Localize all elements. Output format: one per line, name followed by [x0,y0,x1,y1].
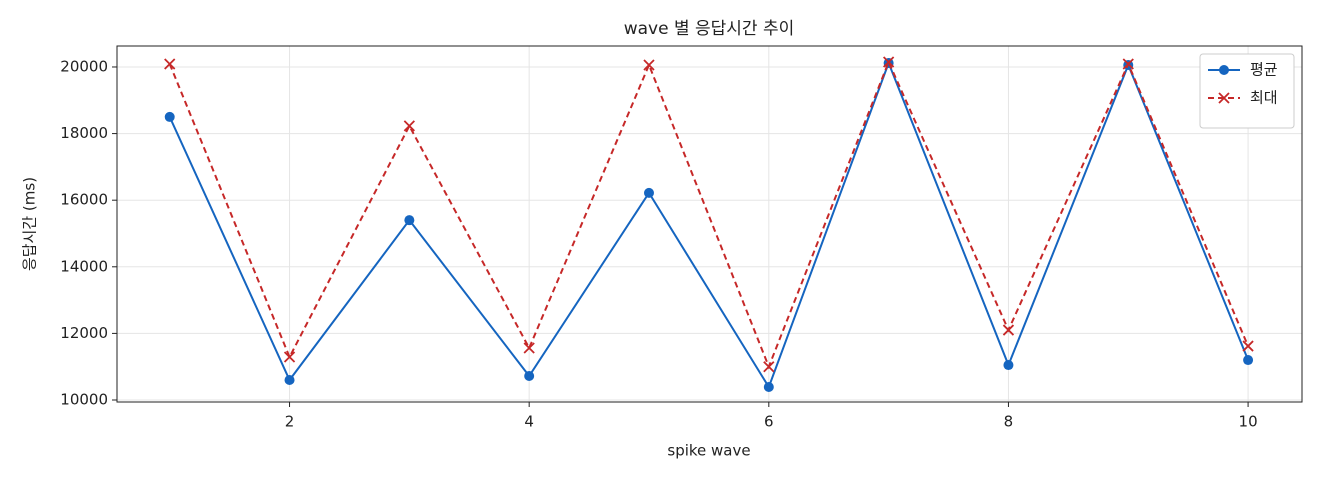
marker [1122,58,1134,70]
marker [763,382,774,393]
marker [524,371,535,382]
marker [1243,355,1254,366]
marker [1242,340,1254,352]
y-tick-label: 18000 [60,124,108,142]
marker [882,56,895,68]
marker [164,111,175,122]
marker [763,361,775,373]
legend-box [1199,53,1295,129]
x-tick-label: 4 [524,413,534,431]
y-tick-label: 20000 [60,57,108,75]
marker [284,375,295,386]
x-tick-label: 2 [285,413,295,431]
marker [283,351,296,363]
series-line [168,60,1250,390]
chart-title: wave 별 응답시간 추이 [624,19,795,39]
x-tick-label: 8 [1004,413,1014,431]
marker [404,215,415,226]
marker [1003,360,1014,371]
marker [1002,324,1015,336]
y-tick-label: 16000 [60,191,108,209]
marker [643,187,654,198]
x-tick-label: 6 [764,413,774,431]
y-tick-label: 12000 [60,324,108,342]
marker [523,342,535,354]
marker [403,120,415,132]
marker [1218,92,1230,104]
y-tick-label: 14000 [60,257,108,275]
y-tick-label: 10000 [60,391,108,409]
marker [164,58,176,70]
series-line [168,59,1250,370]
legend-label: 평균 [1250,61,1278,79]
marker [643,59,655,71]
plot-frame [116,45,1303,403]
y-axis-label: 응답시간 (ms) [21,177,39,271]
x-tick-label: 10 [1239,413,1258,431]
marker [1219,65,1229,75]
x-axis-label: spike wave [667,442,750,460]
legend-label: 최대 [1250,89,1278,107]
